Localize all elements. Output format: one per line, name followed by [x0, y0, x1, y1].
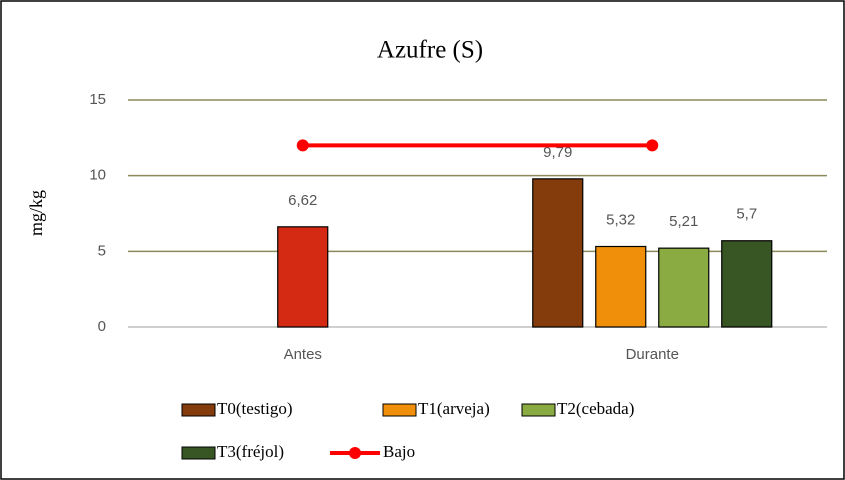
- bar: [595, 245, 647, 328]
- legend-swatch: [181, 446, 216, 460]
- data-label: 6,62: [288, 192, 317, 209]
- line-marker: [296, 139, 309, 152]
- y-tick-label: 0: [98, 318, 106, 335]
- data-label: 5,7: [736, 206, 757, 223]
- legend-label: Bajo: [383, 442, 415, 461]
- data-label: 9,79: [543, 144, 572, 161]
- x-tick-label: Durante: [626, 346, 679, 363]
- legend-label: T1(arveja): [418, 399, 490, 418]
- legend-label: T3(fréjol): [217, 442, 284, 461]
- data-label: 5,21: [669, 213, 698, 230]
- legend-swatch: [382, 403, 417, 417]
- bar: [721, 240, 773, 328]
- y-tick-label: 10: [89, 167, 106, 184]
- bar: [532, 178, 584, 328]
- y-tick-label: 15: [89, 91, 106, 108]
- bar: [277, 226, 329, 328]
- legend-swatch: [521, 403, 556, 417]
- legend-label: T0(testigo): [217, 399, 293, 418]
- line-marker: [646, 139, 659, 152]
- legend-marker: [349, 447, 361, 459]
- y-tick-label: 5: [98, 242, 106, 259]
- bar: [658, 247, 710, 328]
- legend-swatch: [181, 403, 216, 417]
- y-axis-label: mg/kg: [26, 190, 46, 236]
- legend-label: T2(cebada): [557, 399, 634, 418]
- chart-title: Azufre (S): [377, 37, 483, 64]
- data-label: 5,32: [606, 211, 635, 228]
- x-tick-label: Antes: [284, 346, 322, 363]
